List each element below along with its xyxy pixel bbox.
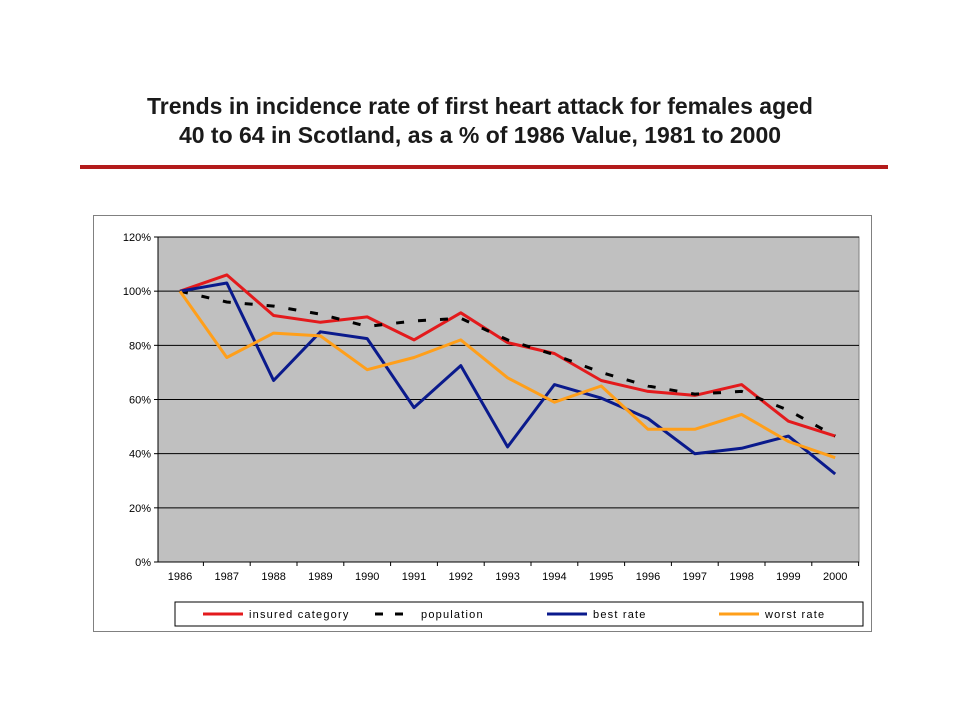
x-tick-label: 1999 [776, 571, 800, 583]
x-tick-label: 1998 [729, 571, 753, 583]
x-tick-label: 1994 [542, 571, 566, 583]
y-tick-label: 100% [123, 286, 151, 298]
x-tick-label: 1990 [355, 571, 379, 583]
y-tick-label: 0% [135, 557, 151, 569]
line-chart: 0% 20% 40% 60% 80% 100% 120% 1986 1987 1988 1989 19… [123, 232, 864, 627]
title-underline [80, 165, 888, 169]
x-tick-label: 1988 [261, 571, 285, 583]
series-line-best-rate [179, 281, 837, 476]
x-tick-label: 1992 [449, 571, 473, 583]
x-tick-label: 2000 [823, 571, 847, 583]
x-tick-label: 1986 [168, 571, 192, 583]
x-tick-label: 1991 [402, 571, 426, 583]
x-tick-label: 1993 [495, 571, 519, 583]
y-tick-label: 120% [123, 232, 151, 244]
y-tick-label: 20% [129, 503, 151, 515]
chart-title-line-1: Trends in incidence rate of first heart … [147, 93, 813, 119]
series-line-worst-rate [178, 290, 836, 460]
chart-title-line-2: 40 to 64 in Scotland, as a % of 1986 Val… [178, 122, 782, 148]
chart-title: Trends in incidence rate of first heart … [60, 92, 900, 150]
y-tick-label: 60% [129, 395, 151, 407]
legend-label: worst rate [764, 609, 825, 621]
x-tick-label: 1989 [308, 571, 332, 583]
y-tick-label: 40% [129, 449, 151, 461]
y-tick-label: 80% [129, 340, 151, 352]
x-tick-label: 1996 [636, 571, 660, 583]
legend-label: insured category [249, 609, 350, 621]
x-tick-label: 1997 [683, 571, 707, 583]
series-line-population [179, 289, 836, 438]
x-tick-label: 1987 [215, 571, 239, 583]
x-tick-label: 1995 [589, 571, 613, 583]
legend-label: population [421, 609, 484, 621]
series-line-insured-category [179, 273, 836, 438]
legend-label: best rate [593, 609, 647, 621]
